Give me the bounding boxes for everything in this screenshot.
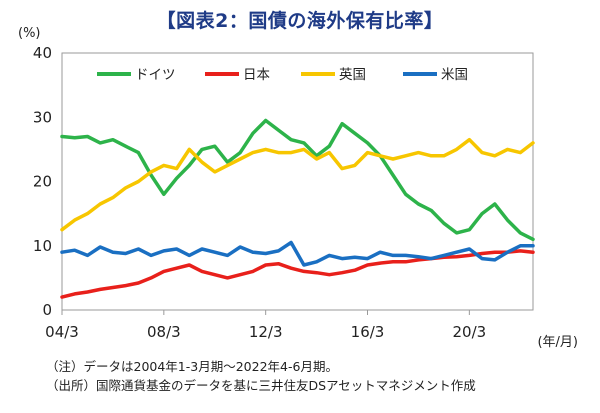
x-tick-label: 08/3 — [147, 323, 181, 341]
legend-label: ドイツ — [135, 67, 176, 83]
x-axis-unit: (年/月) — [537, 335, 578, 350]
legend-label: 日本 — [243, 67, 270, 83]
x-tick-label: 04/3 — [45, 323, 79, 341]
note-line: （注）データは2004年1-3月期～2022年4-6月期。 — [46, 359, 338, 374]
x-tick-label: 16/3 — [351, 323, 385, 341]
plot-area — [61, 52, 534, 311]
y-tick-label: 40 — [33, 44, 52, 62]
legend-label: 米国 — [441, 67, 468, 83]
source-line: （出所）国際通貨基金のデータを基に三井住友DSアセットマネジメント作成 — [46, 378, 476, 393]
series-line-日本 — [60, 249, 535, 299]
series-line-ドイツ — [60, 118, 535, 242]
y-tick-label: 30 — [33, 108, 52, 126]
y-tick-label: 10 — [33, 237, 52, 255]
x-tick-label: 20/3 — [453, 323, 487, 341]
series-line-英国 — [60, 137, 535, 232]
chart-title: 【図表2：国債の海外保有比率】 — [156, 10, 444, 32]
legend-label: 英国 — [339, 66, 366, 83]
y-tick-label: 0 — [42, 301, 52, 319]
series-line-米国 — [60, 240, 535, 267]
y-axis-unit: (%) — [18, 26, 41, 41]
y-tick-label: 20 — [33, 173, 52, 191]
x-tick-label: 12/3 — [249, 323, 283, 341]
notes: （注）データは2004年1-3月期～2022年4-6月期。 （出所）国際通貨基金… — [46, 357, 476, 395]
